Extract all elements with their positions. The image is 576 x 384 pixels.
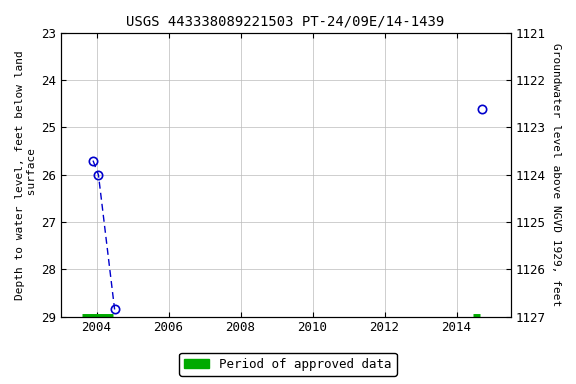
Y-axis label: Groundwater level above NGVD 1929, feet: Groundwater level above NGVD 1929, feet: [551, 43, 561, 306]
Y-axis label: Depth to water level, feet below land
 surface: Depth to water level, feet below land su…: [15, 50, 37, 300]
Title: USGS 443338089221503 PT-24/09E/14-1439: USGS 443338089221503 PT-24/09E/14-1439: [127, 15, 445, 29]
Legend: Period of approved data: Period of approved data: [179, 353, 397, 376]
